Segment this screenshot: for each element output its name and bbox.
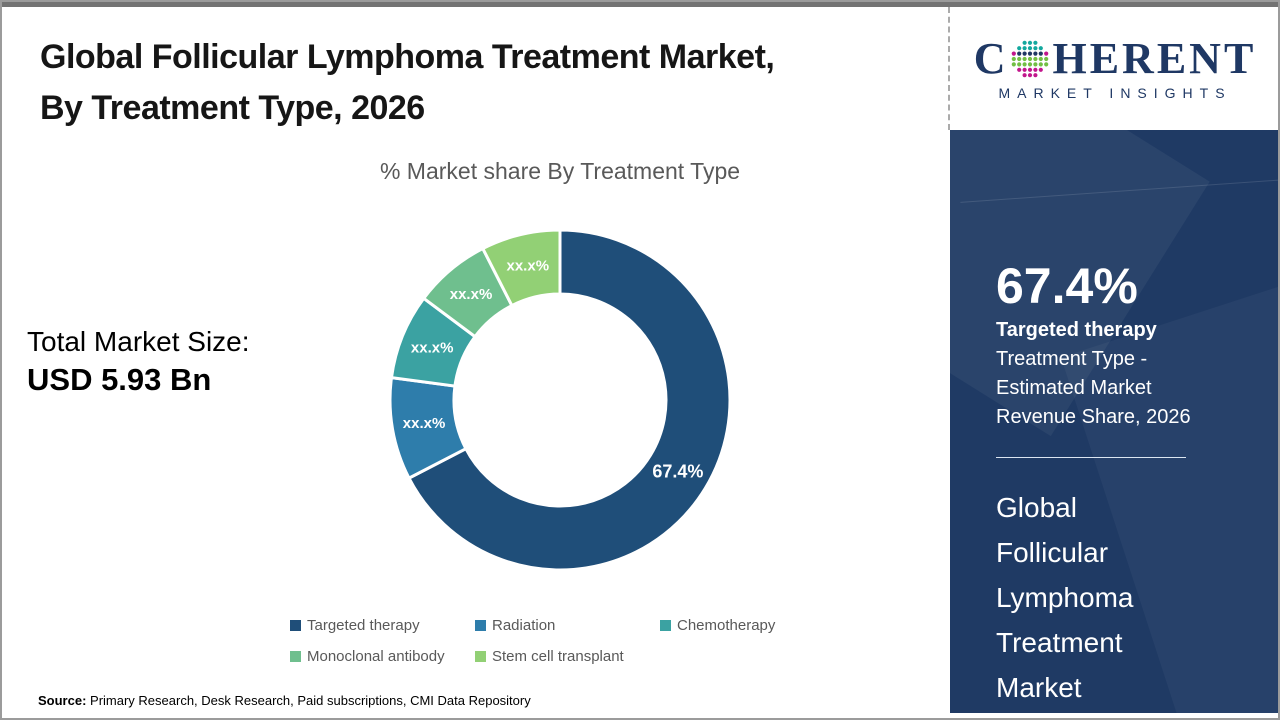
chart-legend: Targeted therapy Radiation Chemotherapy Mon… <box>290 617 845 665</box>
globe-dot <box>1028 51 1033 56</box>
globe-dot <box>1028 61 1033 66</box>
legend-item-stem-cell-transplant: Stem cell transplant <box>475 648 660 665</box>
globe-dot <box>1028 72 1033 77</box>
globe-dot <box>1022 67 1028 72</box>
globe-dot <box>1017 61 1022 66</box>
globe-dot <box>1033 67 1038 72</box>
legend-item-radiation: Radiation <box>475 617 660 634</box>
globe-dot <box>1017 45 1022 50</box>
globe-dot <box>1033 51 1038 56</box>
legend-swatch-icon <box>290 620 301 631</box>
market-name-line4: Treatment <box>996 627 1123 658</box>
donut-label-chemotherapy: xx.x% <box>411 339 454 356</box>
brand-logo: C HERENT MARKET INSIGHTS <box>948 7 1280 130</box>
market-name-line3: Lymphoma <box>996 582 1134 613</box>
brand-subtitle: MARKET INSIGHTS <box>998 84 1232 101</box>
sidebar-desc-line3: Revenue Share, 2026 <box>996 406 1191 428</box>
globe-dot <box>1033 61 1038 66</box>
source-line: Source: Primary Research, Desk Research,… <box>38 693 531 708</box>
page-title-line1: Global Follicular Lymphoma Treatment Mar… <box>40 38 775 76</box>
globe-dot <box>1033 56 1038 61</box>
donut-chart-svg: 67.4% xx.x% xx.x% xx.x% xx.x% <box>388 228 732 572</box>
globe-dot <box>1028 56 1033 61</box>
globe-dot <box>1022 61 1028 66</box>
donut-label-radiation: xx.x% <box>403 415 446 432</box>
globe-dot <box>1044 51 1049 56</box>
sidebar-panel: 67.4% Targeted therapy Treatment Type - … <box>950 130 1280 713</box>
sidebar-share-segment: Targeted therapy <box>996 319 1157 341</box>
donut-slice-targeted-therapy <box>406 228 732 572</box>
legend-swatch-icon <box>290 651 301 662</box>
donut-label-stem-cell-transplant: xx.x% <box>507 257 550 274</box>
globe-dot <box>1012 51 1017 56</box>
globe-dot <box>1028 40 1033 45</box>
source-text: Primary Research, Desk Research, Paid su… <box>86 693 531 708</box>
globe-dot <box>1012 61 1017 66</box>
source-label: Source: <box>38 693 87 708</box>
total-market-size: Total Market Size: USD 5.93 Bn <box>27 324 250 400</box>
legend-item-targeted-therapy: Targeted therapy <box>290 617 475 634</box>
donut-chart: 67.4% xx.x% xx.x% xx.x% xx.x% <box>380 220 740 580</box>
globe-dot <box>1044 56 1049 61</box>
globe-dot <box>1033 40 1038 45</box>
legend-label: Stem cell transplant <box>492 648 624 665</box>
brand-name-suffix: HERENT <box>1052 33 1257 83</box>
globe-dot <box>1017 51 1022 56</box>
sidebar-desc-line1: Treatment Type - <box>996 348 1148 370</box>
globe-dot <box>1022 56 1028 61</box>
globe-dot <box>1039 51 1044 56</box>
sidebar-market-name: Global Follicular Lymphoma Treatment Mar… <box>996 485 1240 710</box>
globe-dot <box>1039 56 1044 61</box>
globe-dot <box>1039 45 1044 50</box>
total-market-label: Total Market Size: <box>27 326 250 357</box>
legend-item-monoclonal-antibody: Monoclonal antibody <box>290 648 475 665</box>
top-bar <box>0 0 1280 7</box>
total-market-value: USD 5.93 Bn <box>27 362 212 397</box>
globe-dot <box>1033 45 1038 50</box>
legend-label: Targeted therapy <box>307 617 420 634</box>
sidebar-divider <box>996 457 1186 458</box>
brand-logo-row: C HERENT <box>973 33 1257 83</box>
globe-dot <box>1028 67 1033 72</box>
legend-label: Radiation <box>492 617 556 634</box>
donut-label-monoclonal-antibody: xx.x% <box>450 286 493 303</box>
sidebar-desc-line2: Estimated Market <box>996 377 1152 399</box>
legend-item-chemotherapy: Chemotherapy <box>660 617 845 634</box>
globe-dot <box>1017 67 1022 72</box>
globe-dot <box>1028 45 1033 50</box>
globe-dot <box>1033 72 1038 77</box>
globe-dot <box>1022 40 1028 45</box>
globe-dot <box>1022 45 1028 50</box>
donut-label-targeted-therapy: 67.4% <box>652 462 703 482</box>
legend-swatch-icon <box>475 651 486 662</box>
globe-dot <box>1044 61 1049 66</box>
legend-swatch-icon <box>475 620 486 631</box>
brand-name-prefix: C <box>973 33 1009 83</box>
legend-label: Monoclonal antibody <box>307 648 445 665</box>
market-name-line1: Global <box>996 492 1077 523</box>
globe-dot <box>1012 56 1017 61</box>
globe-dot <box>1022 72 1028 77</box>
chart-subtitle: % Market share By Treatment Type <box>379 158 741 184</box>
globe-dot <box>1039 67 1044 72</box>
page-title: Global Follicular Lymphoma Treatment Mar… <box>40 32 920 134</box>
market-name-line2: Follicular <box>996 537 1109 568</box>
market-name-line5: Market <box>996 672 1082 703</box>
donut-slice-stem-cell-transplant <box>480 228 562 308</box>
legend-label: Chemotherapy <box>677 617 776 634</box>
globe-dot <box>1039 61 1044 66</box>
page-title-line2: By Treatment Type, 2026 <box>40 89 425 127</box>
globe-dot <box>1022 51 1028 56</box>
globe-dots-icon <box>1012 40 1049 77</box>
legend-swatch-icon <box>660 620 671 631</box>
sidebar-share-description: Treatment Type - Estimated Market Revenu… <box>996 345 1240 432</box>
globe-dot <box>1017 56 1022 61</box>
sidebar-share-value: 67.4% <box>996 258 1138 314</box>
